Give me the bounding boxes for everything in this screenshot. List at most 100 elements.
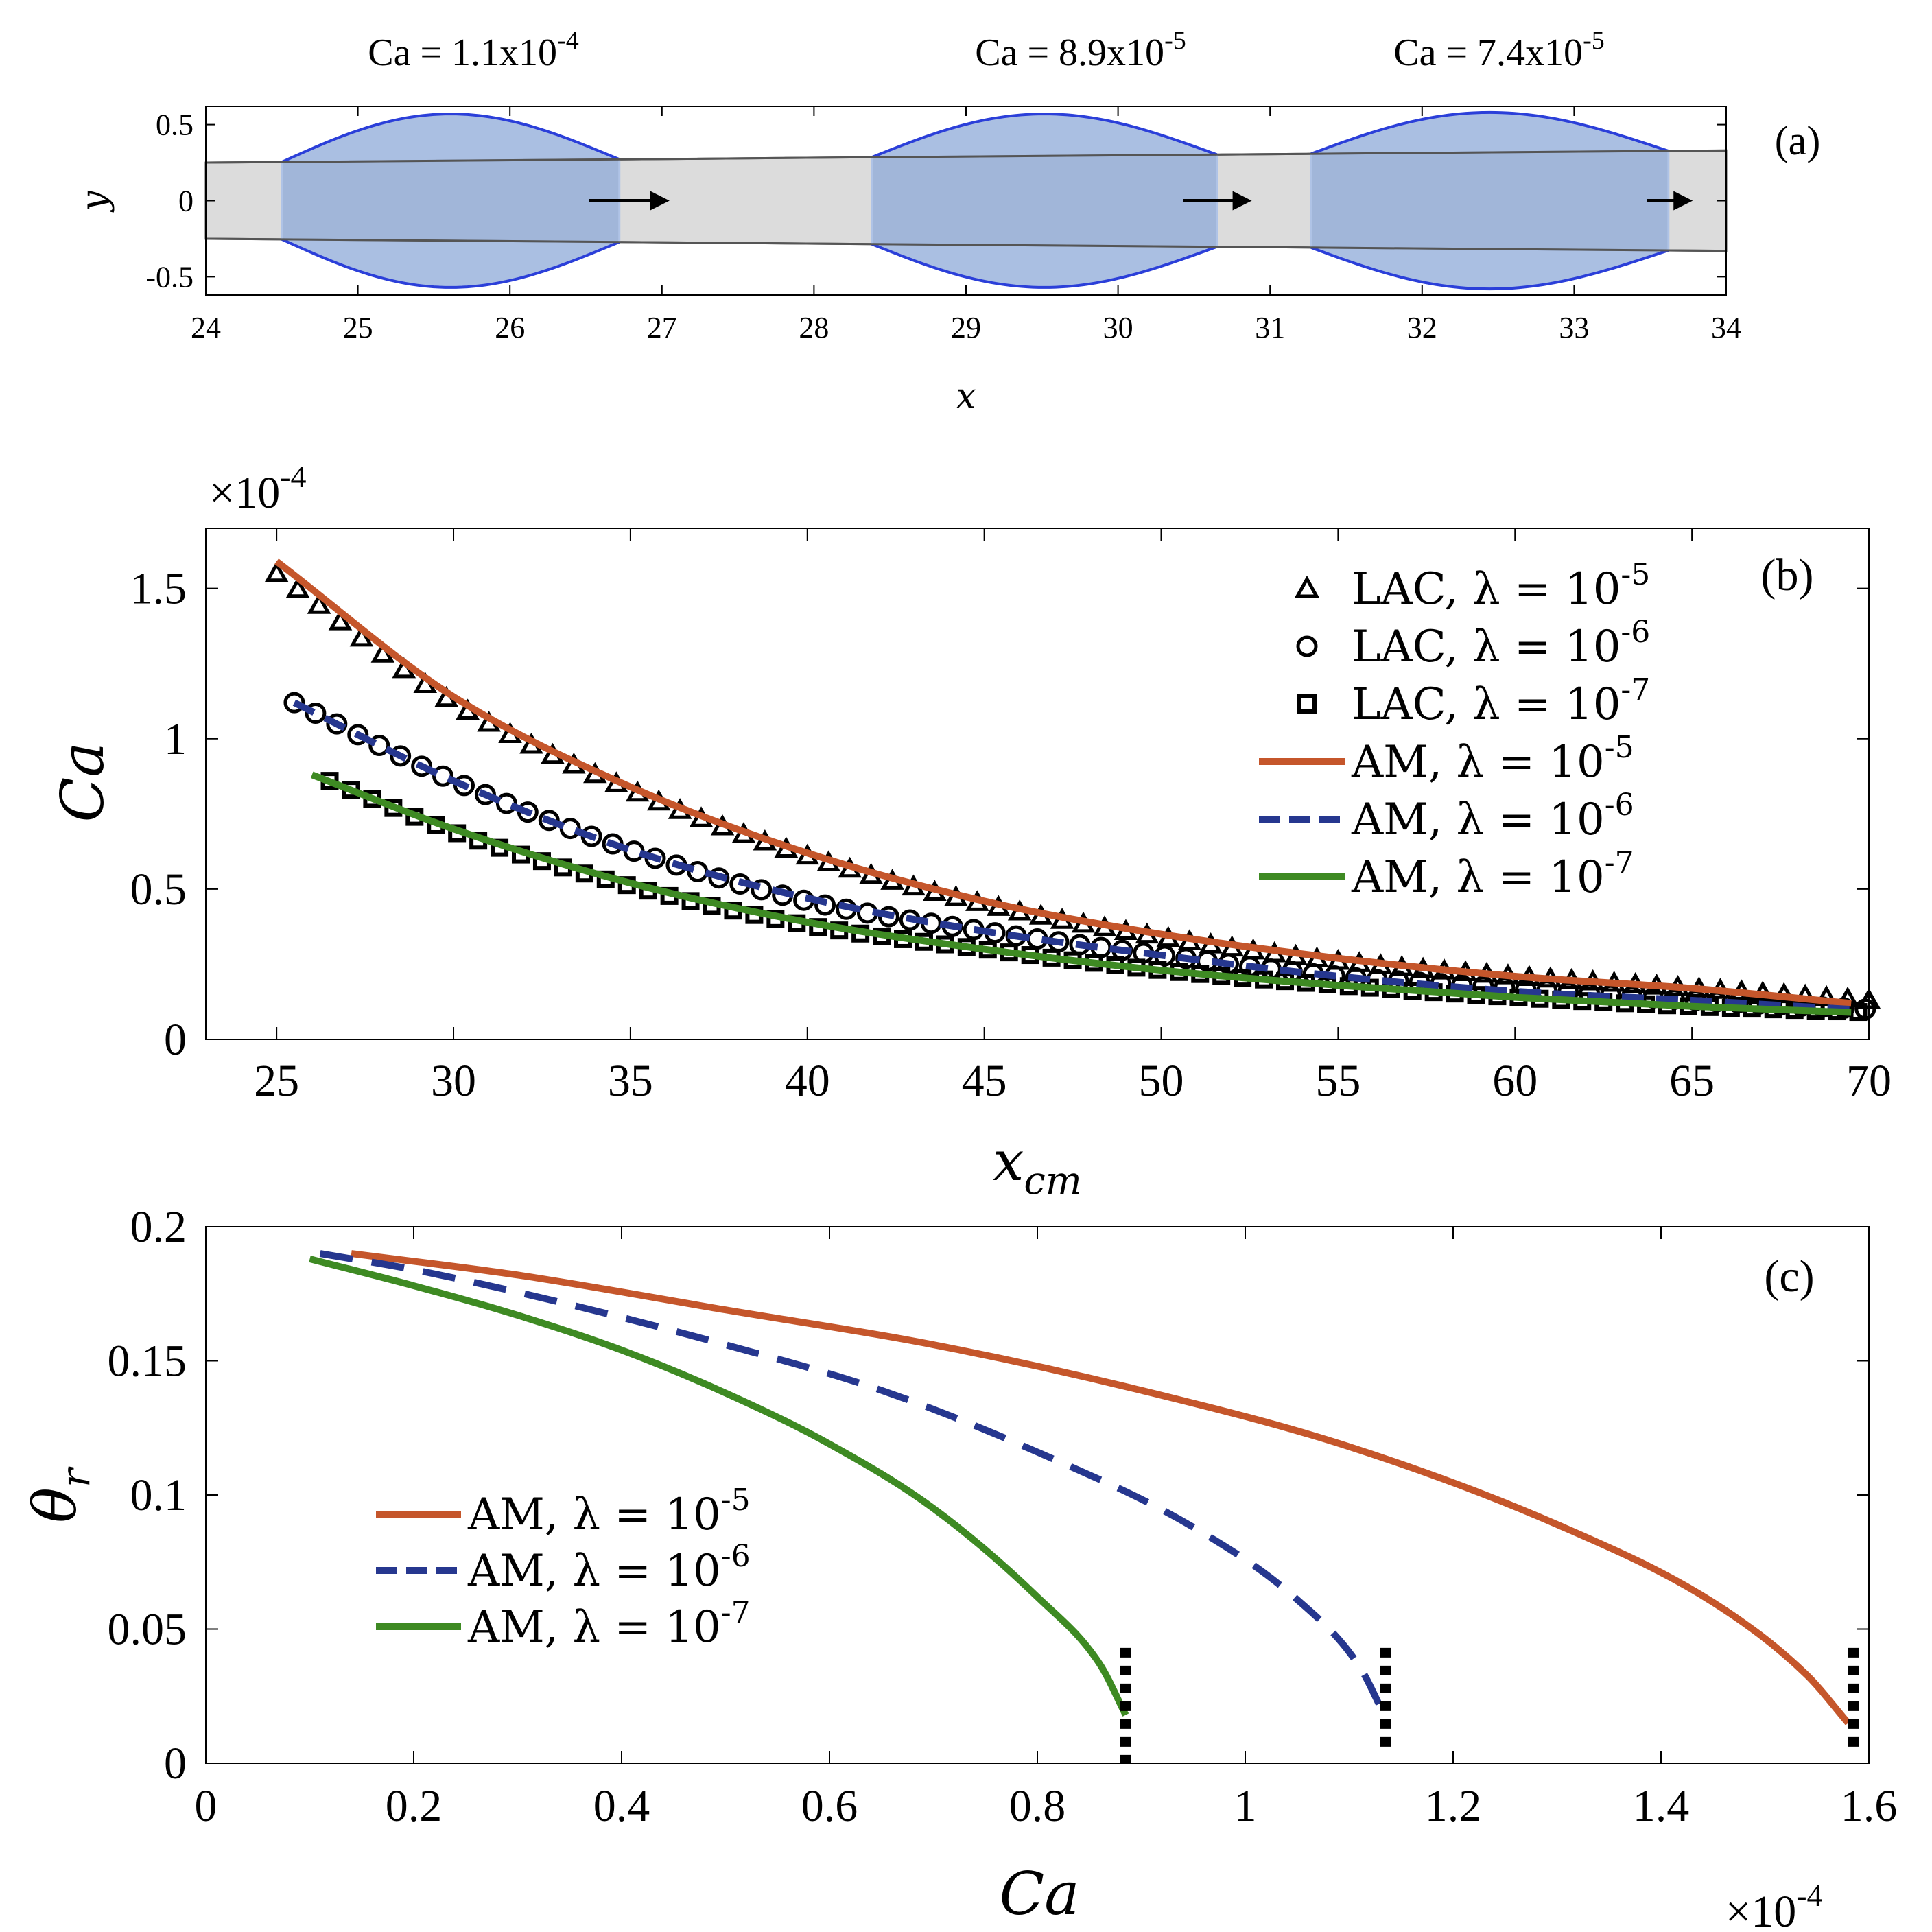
y-tick-label: 0: [164, 1739, 187, 1789]
exponent-power: -4: [280, 459, 306, 494]
y-tick-label: 0: [178, 185, 193, 218]
arrow-head: [650, 191, 670, 211]
x-axis-label: Ca: [999, 1860, 1079, 1929]
legend-entry-name: AM, λ = 10: [1351, 737, 1605, 788]
droplet: [1311, 112, 1669, 290]
x-tick-label: 0.4: [593, 1781, 650, 1831]
x-tick-label: 26: [495, 311, 525, 344]
x-tick-label: 40: [785, 1056, 830, 1106]
circle-marker: [751, 879, 773, 901]
x-tick-label: 0: [195, 1781, 217, 1831]
circle-marker: [411, 755, 433, 777]
circle-marker: [453, 775, 475, 797]
x-tick-label: 28: [799, 311, 829, 344]
x-tick-label: 27: [647, 311, 677, 344]
droplet-lower-interface: [281, 238, 620, 289]
legend-entry-name: LAC, λ = 10: [1352, 679, 1621, 730]
y-exponent-label: ×10-4: [209, 459, 307, 518]
legend-entry-power: -7: [1605, 845, 1634, 880]
marker-series-circle: [283, 692, 1876, 1020]
droplet-upper-interface: [281, 113, 620, 163]
triangle-marker: [1793, 983, 1817, 1005]
x-tick-label: 1.2: [1425, 1781, 1482, 1831]
x-tick-label: 0.8: [1009, 1781, 1066, 1831]
triangle-marker: [328, 609, 353, 631]
legend-entry-label: LAC, λ = 10-5: [1352, 557, 1650, 615]
series-line-am: [274, 558, 1852, 1007]
y-tick-label: 0.15: [108, 1336, 187, 1387]
circle-marker: [390, 745, 412, 767]
ca-label-exponent: -5: [1583, 26, 1605, 55]
legend-entry-name: AM, λ = 10: [467, 1489, 721, 1540]
triangle-marker: [264, 561, 289, 582]
droplet-upper-interface: [871, 113, 1218, 159]
y-tick-label: 0: [164, 1015, 187, 1065]
y-tick-label: 0.5: [156, 108, 193, 142]
circle-marker: [326, 713, 348, 735]
x-tick-label: 1: [1234, 1781, 1257, 1831]
droplet-upper-interface: [1310, 110, 1669, 156]
series-line-am: [319, 1250, 1389, 1719]
axes-frame-c: [205, 1226, 1870, 1764]
circle-marker: [623, 840, 645, 862]
x-axis-label: xcm: [993, 1129, 1082, 1203]
x-tick-label: 24: [191, 311, 221, 344]
legend-entry-power: -7: [721, 1595, 751, 1630]
circle-marker: [877, 906, 899, 928]
ca-label-base: Ca = 8.9x10: [975, 32, 1164, 74]
x-tick-label: 25: [254, 1056, 299, 1106]
x-tick-label: 25: [343, 311, 373, 344]
exponent-power: -4: [1796, 1878, 1822, 1913]
circle-marker: [283, 692, 305, 714]
legend-entry-label: AM, λ = 10-6: [1351, 788, 1634, 845]
circle-marker: [368, 734, 390, 756]
legend-triangle-marker: [1294, 575, 1320, 598]
y-axis-label: Ca: [49, 742, 117, 822]
droplet: [871, 114, 1217, 287]
panel-b: 25 30 35 40 45 50 55 60 65 70 0 0.5 1 1.5 ×10-4 xcm Ca (b…: [49, 459, 1892, 1203]
x-label-main: x: [993, 1129, 1024, 1193]
circle-marker: [474, 784, 496, 805]
x-tick-label: 60: [1492, 1056, 1538, 1106]
square-marker: [1849, 1003, 1868, 1022]
circle-marker: [305, 703, 327, 724]
x-tick-label: 65: [1669, 1056, 1715, 1106]
legend-entry-power: -5: [721, 1483, 751, 1518]
circle-marker: [347, 724, 369, 746]
legend-entry-power: -7: [1621, 672, 1650, 707]
panel-label-c: (c): [1764, 1251, 1814, 1301]
legend-entry-label: AM, λ = 10-7: [467, 1595, 751, 1653]
ca-label-base: Ca = 1.1x10: [368, 32, 557, 74]
x-tick-label: 45: [962, 1056, 1007, 1106]
axes-frame-b: [205, 528, 1870, 1040]
legend-entry-name: AM, λ = 10: [1351, 794, 1605, 845]
droplet-lower-interface: [1310, 246, 1669, 291]
x-tick-label: 0.2: [386, 1781, 443, 1831]
x-tick-label: 29: [951, 311, 981, 344]
triangle-marker: [349, 625, 374, 647]
ca-label: Ca = 8.9x10-5: [975, 26, 1186, 74]
droplet-lower-interface: [871, 242, 1218, 289]
circle-marker: [432, 765, 454, 787]
x-tick-label: 32: [1407, 311, 1437, 344]
x-exponent-label: ×10-4: [1725, 1878, 1823, 1932]
series-line-am: [351, 1250, 1851, 1725]
triangle-marker: [285, 576, 310, 598]
x-tick-label: 1.6: [1841, 1781, 1898, 1831]
ca-label-exponent: -5: [1164, 26, 1186, 55]
legend-entry-label: AM, λ = 10-5: [467, 1483, 751, 1540]
legend-entry-label: AM, λ = 10-6: [467, 1539, 751, 1597]
legend-entry-power: -5: [1605, 730, 1634, 765]
series-line-am: [292, 699, 1852, 1013]
ca-label: Ca = 7.4x10-5: [1393, 26, 1604, 74]
x-label-subscript: cm: [1024, 1159, 1081, 1203]
y-label-subscript: r: [52, 1466, 99, 1487]
legend-entry-name: AM, λ = 10: [467, 1602, 721, 1653]
series-line-am: [310, 771, 1852, 1016]
y-axis-label: θr: [21, 1466, 99, 1523]
y-tick-label: 1: [164, 714, 187, 764]
legend-circle-marker: [1296, 635, 1318, 657]
legend-entry-name: LAC, λ = 10: [1352, 564, 1621, 615]
legend-entry-name: LAC, λ = 10: [1352, 622, 1621, 672]
